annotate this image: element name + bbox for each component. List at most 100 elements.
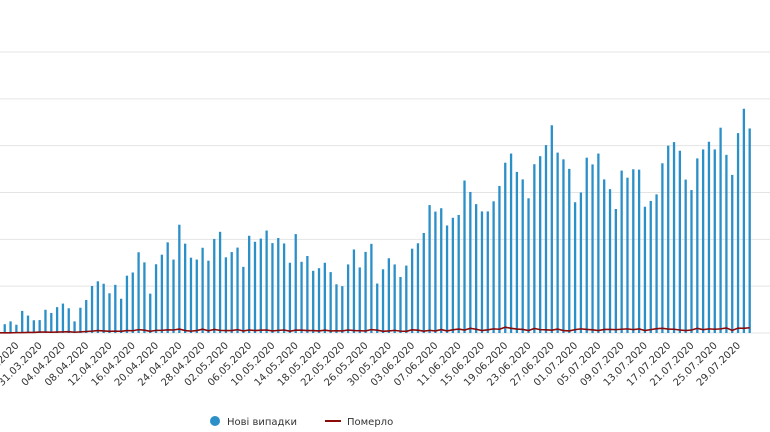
bar	[632, 169, 635, 333]
bar	[684, 179, 687, 333]
bar	[550, 125, 553, 333]
bar	[701, 149, 705, 333]
bar	[603, 179, 606, 333]
bar	[725, 154, 728, 333]
bar	[527, 198, 530, 333]
bar	[271, 243, 274, 333]
bar	[393, 264, 396, 333]
bar	[410, 248, 414, 333]
bar	[195, 259, 198, 333]
bar	[131, 272, 134, 333]
bar	[21, 310, 24, 333]
bar	[405, 265, 408, 333]
bar	[236, 247, 239, 333]
bar	[184, 243, 187, 333]
bar	[480, 211, 484, 333]
bar	[736, 133, 740, 333]
bar	[661, 163, 664, 333]
bar	[399, 276, 402, 333]
bar	[294, 234, 297, 333]
bar	[3, 324, 6, 333]
bar	[370, 243, 373, 333]
bar	[125, 275, 129, 333]
bar	[492, 201, 495, 333]
bar	[643, 206, 647, 333]
bar	[585, 157, 588, 333]
bar	[253, 241, 257, 333]
bar	[696, 158, 699, 333]
bar	[218, 231, 222, 333]
bar	[614, 208, 617, 333]
bar	[731, 174, 734, 333]
bar	[626, 177, 629, 333]
bar	[457, 214, 460, 333]
bar	[422, 232, 425, 333]
bar	[509, 153, 513, 333]
bar	[620, 170, 623, 333]
legend-label: Нові випадки	[227, 416, 297, 428]
bar	[335, 284, 338, 333]
bar	[306, 256, 309, 333]
bar	[719, 127, 722, 333]
bar	[358, 267, 361, 333]
bar	[341, 286, 344, 333]
bar	[568, 168, 571, 333]
bar	[265, 230, 268, 333]
bar	[67, 308, 70, 333]
bar	[230, 252, 233, 333]
bar	[79, 307, 82, 333]
bar	[172, 259, 175, 333]
bar	[160, 254, 164, 333]
bar	[85, 300, 88, 333]
bar	[376, 283, 379, 333]
bar	[521, 179, 524, 333]
bar	[573, 202, 577, 333]
legend-label: Померло	[347, 417, 393, 428]
line	[0, 326, 750, 334]
bar	[445, 225, 449, 333]
bar	[207, 260, 210, 333]
bar	[451, 217, 455, 333]
bar	[556, 152, 559, 333]
bar	[591, 164, 594, 333]
bar	[434, 211, 437, 333]
bar	[189, 257, 193, 333]
bar	[149, 293, 152, 333]
bar	[224, 257, 228, 333]
bar	[32, 320, 35, 333]
bar	[61, 303, 65, 333]
bar	[154, 264, 158, 333]
bar	[707, 141, 711, 333]
bar	[742, 108, 746, 334]
bar	[364, 251, 367, 333]
bar	[533, 164, 536, 333]
bar	[667, 145, 670, 333]
bar	[259, 238, 262, 333]
bar	[608, 189, 612, 333]
bar	[678, 150, 681, 333]
bar	[498, 185, 501, 333]
bar	[119, 298, 123, 333]
bar	[463, 180, 466, 333]
bar	[73, 321, 76, 333]
bar	[55, 307, 59, 333]
bar	[381, 269, 385, 333]
bar	[282, 243, 286, 333]
bar	[317, 268, 321, 333]
bar	[597, 153, 600, 333]
bar	[346, 264, 350, 333]
bar	[672, 142, 676, 333]
bar	[248, 235, 251, 333]
bar	[44, 309, 47, 333]
bar	[748, 128, 751, 333]
bar	[38, 320, 41, 333]
bar	[649, 200, 652, 333]
bar	[416, 243, 420, 333]
bar	[329, 272, 332, 333]
bar	[475, 204, 478, 333]
bar	[469, 191, 472, 333]
bar	[9, 321, 12, 333]
bar	[562, 159, 565, 333]
bar	[713, 149, 716, 333]
